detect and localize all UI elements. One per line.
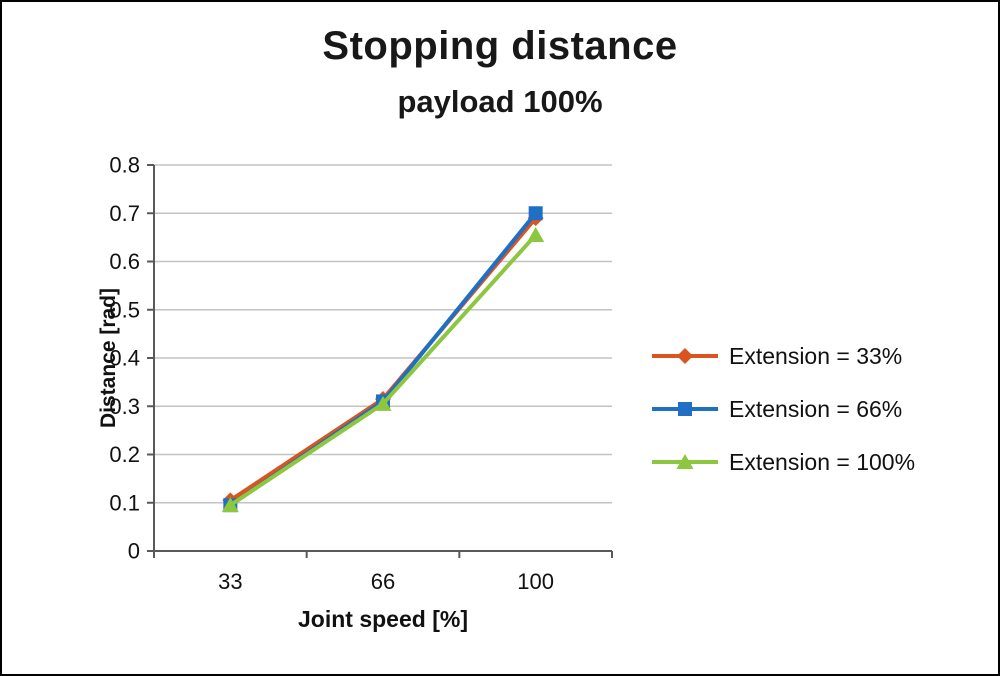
chart-title: Stopping distance bbox=[322, 24, 678, 68]
legend-marker-diamond-icon bbox=[652, 348, 718, 364]
legend-label: Extension = 100% bbox=[729, 448, 916, 475]
x-tick-label: 33 bbox=[218, 569, 242, 594]
legend-label: Extension = 66% bbox=[729, 395, 903, 422]
y-tick-label: 0.2 bbox=[109, 442, 140, 467]
x-tick-label: 100 bbox=[517, 569, 554, 594]
series-line-1 bbox=[228, 211, 538, 508]
legend-item-ext66: Extension = 66% bbox=[650, 393, 915, 425]
y-axis-title: Distance [rad] bbox=[97, 287, 120, 429]
y-tick-label: 0.4 bbox=[109, 346, 140, 371]
legend-label: Extension = 33% bbox=[729, 342, 903, 369]
y-tick-label: 0.6 bbox=[109, 249, 140, 274]
series-line-2 bbox=[228, 232, 538, 508]
x-tick-label: 66 bbox=[371, 569, 395, 594]
y-tick-label: 0 bbox=[128, 539, 140, 564]
legend-marker-square-icon bbox=[652, 402, 718, 416]
x-axis-title: Joint speed [%] bbox=[298, 606, 468, 632]
series-line-0 bbox=[228, 216, 538, 503]
legend-item-ext33: Extension = 33% bbox=[650, 340, 915, 372]
series-marker-2 bbox=[374, 395, 392, 411]
chart-subtitle: payload 100% bbox=[397, 84, 603, 119]
series-marker-2 bbox=[221, 497, 239, 513]
y-tick-label: 0.1 bbox=[109, 490, 140, 515]
series-marker-1 bbox=[528, 206, 543, 221]
y-tick-label: 0.3 bbox=[109, 394, 140, 419]
legend-marker-triangle-icon bbox=[652, 454, 718, 469]
legend-marker bbox=[677, 348, 693, 364]
series-marker-2 bbox=[527, 226, 545, 242]
legend: Extension = 33% Extension = 66% Extensio… bbox=[650, 340, 915, 478]
legend-marker bbox=[678, 402, 692, 416]
legend-marker bbox=[676, 454, 694, 469]
y-tick-label: 0.7 bbox=[109, 201, 140, 226]
legend-item-ext100: Extension = 100% bbox=[650, 446, 915, 478]
y-tick-label: 0.5 bbox=[109, 297, 140, 322]
y-tick-label: 0.8 bbox=[109, 153, 140, 178]
